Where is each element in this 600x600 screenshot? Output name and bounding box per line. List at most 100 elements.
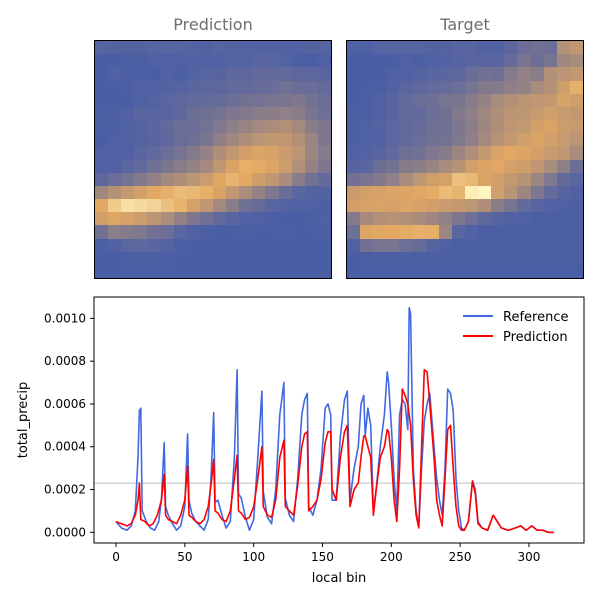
heatmap-cell	[556, 133, 570, 147]
heatmap-cell	[199, 67, 213, 81]
heatmap-cell	[317, 41, 331, 55]
heatmap-cell	[108, 238, 122, 252]
heatmap-cell	[386, 106, 400, 120]
heatmap-cell	[399, 93, 413, 107]
heatmap-cell	[386, 54, 400, 68]
heatmap-cell	[399, 80, 413, 94]
heatmap-cell	[95, 54, 109, 68]
heatmap-cell	[373, 54, 387, 68]
heatmap-cell	[121, 172, 135, 186]
heatmap-cell	[121, 159, 135, 173]
heatmap-cell	[425, 159, 439, 173]
heatmap-cell	[464, 41, 479, 55]
heatmap-cell	[517, 264, 531, 278]
heatmap-cell	[95, 67, 109, 81]
heatmap-cell	[373, 199, 387, 213]
heatmap-cell	[412, 146, 426, 160]
heatmap-cell	[291, 238, 305, 252]
heatmap-cell	[438, 199, 452, 213]
heatmap-cell	[147, 225, 161, 239]
heatmap-cell	[543, 159, 557, 173]
heatmap-cell	[504, 146, 518, 160]
heatmap-cell	[278, 106, 292, 120]
heatmap-cell	[347, 67, 361, 81]
heatmap-cell	[569, 159, 583, 173]
heatmap-cell	[530, 93, 544, 107]
heatmap-cell	[304, 251, 318, 265]
heatmap-cell	[491, 199, 505, 213]
heatmap-cell	[212, 133, 227, 147]
heatmap-cell	[239, 67, 253, 81]
heatmap-cell	[451, 80, 465, 94]
heatmap-cell	[386, 264, 400, 278]
heatmap-cell	[108, 93, 122, 107]
heatmap-cell	[265, 93, 279, 107]
heatmap-cell	[239, 199, 253, 213]
heatmap-cell	[412, 80, 426, 94]
heatmap-cell	[530, 172, 544, 186]
heatmap-cell	[530, 54, 544, 68]
heatmap-cell	[530, 133, 544, 147]
heatmap-cell	[530, 251, 544, 265]
heatmap-cell	[556, 264, 570, 278]
heatmap-cell	[121, 199, 135, 213]
heatmap-cell	[199, 41, 213, 55]
heatmap-cell	[108, 159, 122, 173]
heatmap-cell	[304, 54, 318, 68]
x-tick-label: 250	[449, 550, 472, 564]
heatmap-cell	[373, 146, 387, 160]
heatmap-cell	[134, 212, 148, 226]
heatmap-cell	[317, 80, 331, 94]
heatmap-cell	[530, 238, 544, 252]
heatmap-cell	[491, 54, 505, 68]
prediction-heatmap	[94, 40, 332, 279]
heatmap-cell	[504, 67, 518, 81]
heatmap-cell	[95, 225, 109, 239]
heatmap-cell	[252, 264, 266, 278]
heatmap-cell	[517, 185, 531, 199]
heatmap-cell	[425, 172, 439, 186]
heatmap-cell	[278, 212, 292, 226]
heatmap-cell	[212, 106, 227, 120]
heatmap-cell	[543, 93, 557, 107]
heatmap-cell	[147, 80, 161, 94]
heatmap-cell	[556, 172, 570, 186]
heatmap-cell	[543, 120, 557, 134]
heatmap-cell	[425, 120, 439, 134]
heatmap-cell	[491, 264, 505, 278]
heatmap-cell	[347, 264, 361, 278]
heatmap-cell	[438, 41, 452, 55]
heatmap-cell	[291, 106, 305, 120]
heatmap-cell	[478, 133, 492, 147]
heatmap-cell	[239, 159, 253, 173]
heatmap-cell	[451, 172, 465, 186]
heatmap-cell	[399, 159, 413, 173]
heatmap-cell	[347, 225, 361, 239]
heatmap-cell	[304, 41, 318, 55]
heatmap-cell	[569, 80, 583, 94]
heatmap-cell	[291, 133, 305, 147]
heatmap-cell	[160, 67, 174, 81]
heatmap-cell	[425, 185, 439, 199]
heatmap-cell	[478, 238, 492, 252]
heatmap-cell	[317, 185, 331, 199]
heatmap-cell	[491, 225, 505, 239]
heatmap-cell	[517, 212, 531, 226]
heatmap-cell	[399, 172, 413, 186]
heatmap-cell	[504, 212, 518, 226]
heatmap-cell	[160, 225, 174, 239]
heatmap-cell	[212, 146, 227, 160]
heatmap-cell	[478, 93, 492, 107]
heatmap-cell	[252, 172, 266, 186]
heatmap-cell	[556, 120, 570, 134]
heatmap-cell	[134, 225, 148, 239]
heatmap-cell	[108, 146, 122, 160]
heatmap-cell	[212, 67, 227, 81]
heatmap-cell	[569, 93, 583, 107]
heatmap-cell	[147, 54, 161, 68]
heatmap-cell	[134, 146, 148, 160]
heatmap-cell	[252, 120, 266, 134]
heatmap-cell	[173, 146, 187, 160]
heatmap-cell	[186, 41, 200, 55]
heatmap-cell	[108, 106, 122, 120]
